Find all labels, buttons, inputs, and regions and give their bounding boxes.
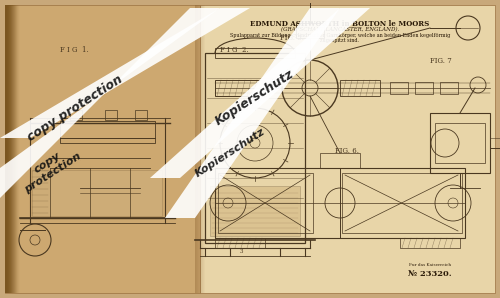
Text: EDMUND ASHWORTH in BOLTON le MOORS: EDMUND ASHWORTH in BOLTON le MOORS — [250, 20, 430, 28]
Bar — [296, 23, 324, 38]
Bar — [135, 110, 147, 120]
Bar — [200, 5, 201, 293]
Bar — [197, 5, 198, 293]
Text: 3: 3 — [240, 249, 244, 254]
Bar — [5, 5, 11, 293]
Bar — [5, 5, 16, 293]
Bar — [5, 5, 15, 293]
Bar — [5, 5, 9, 293]
Bar — [390, 82, 408, 94]
Bar — [400, 238, 460, 248]
Bar — [5, 5, 18, 293]
Bar — [200, 5, 495, 293]
Bar — [440, 82, 458, 94]
Bar — [60, 121, 155, 143]
Bar — [5, 5, 19, 293]
Bar — [210, 186, 300, 236]
Bar — [201, 5, 202, 293]
Text: Kopierschutz: Kopierschutz — [213, 68, 297, 128]
Bar — [196, 5, 197, 293]
Bar — [199, 5, 200, 293]
Bar — [105, 110, 117, 120]
Bar — [70, 110, 82, 120]
Bar — [5, 5, 20, 293]
Bar — [218, 173, 313, 233]
Text: zugespitzt sind.: zugespitzt sind. — [320, 38, 360, 43]
Bar — [5, 5, 12, 293]
Text: (GRAFSCHAFT LANCASTER, ENGLAND).: (GRAFSCHAFT LANCASTER, ENGLAND). — [281, 27, 399, 32]
Text: copy protection: copy protection — [25, 72, 125, 144]
Bar — [205, 53, 305, 243]
Polygon shape — [0, 8, 250, 138]
Text: F I G  2.: F I G 2. — [220, 46, 249, 54]
Bar — [5, 5, 200, 293]
Bar — [198, 5, 199, 293]
Text: FIG. 6.: FIG. 6. — [335, 147, 359, 155]
Bar — [215, 238, 265, 248]
Bar — [5, 5, 17, 293]
Bar — [435, 123, 485, 163]
Bar — [215, 168, 465, 238]
Text: copy
protection: copy protection — [16, 141, 84, 195]
Bar — [340, 80, 380, 96]
Bar — [215, 48, 295, 58]
Text: FIG. 5.: FIG. 5. — [280, 34, 304, 42]
Bar — [5, 5, 8, 293]
Text: № 23320.: № 23320. — [408, 270, 452, 278]
Bar — [415, 82, 433, 94]
Bar — [204, 5, 205, 293]
Text: Spulapparat zur Bildung cylindrischer Garnkörper, welche an beiden Enden kegelfö: Spulapparat zur Bildung cylindrischer Ga… — [230, 33, 450, 38]
Bar — [195, 5, 196, 293]
Bar — [32, 170, 162, 216]
Bar — [342, 173, 462, 233]
Text: Fur das Kaiserreich: Fur das Kaiserreich — [409, 263, 451, 267]
Text: F I G  1.: F I G 1. — [60, 46, 89, 54]
Bar — [5, 5, 7, 293]
Text: FIG. 7: FIG. 7 — [430, 57, 452, 65]
Bar — [203, 5, 204, 293]
Text: Kopierschutz: Kopierschutz — [193, 127, 267, 179]
Bar — [5, 5, 13, 293]
Bar — [320, 153, 360, 168]
Polygon shape — [0, 8, 220, 198]
Bar — [5, 5, 10, 293]
Polygon shape — [150, 8, 370, 178]
Polygon shape — [165, 8, 340, 218]
Bar — [5, 5, 6, 293]
Bar — [215, 80, 265, 96]
Bar — [430, 113, 490, 173]
Bar — [5, 5, 14, 293]
Bar — [202, 5, 203, 293]
